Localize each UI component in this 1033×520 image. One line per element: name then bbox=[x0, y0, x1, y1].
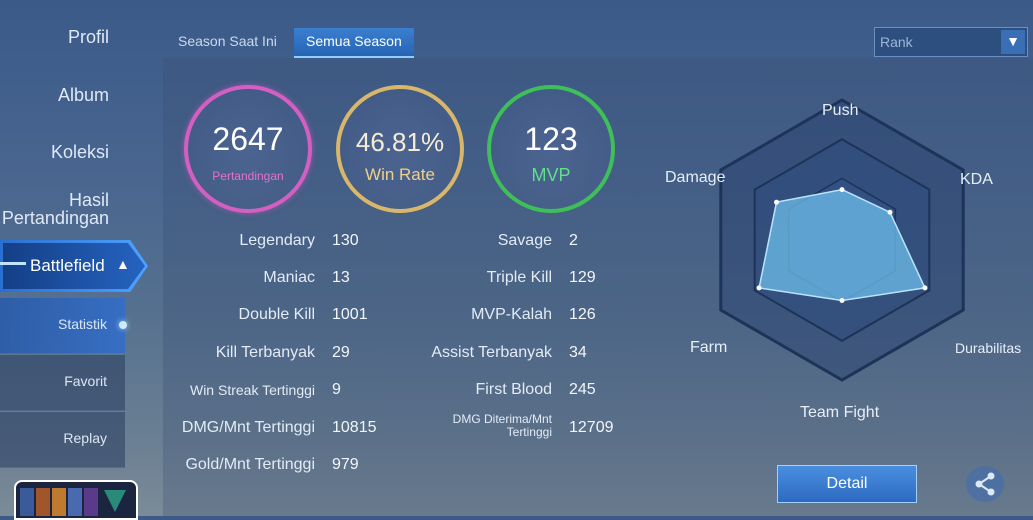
subitem-label: Replay bbox=[63, 430, 107, 446]
stat-label: Savage bbox=[497, 232, 552, 249]
mvp-label: MVP bbox=[531, 165, 571, 185]
stat-value: 245 bbox=[569, 381, 596, 398]
matches-circle: 2647 Pertandingan bbox=[184, 85, 312, 213]
chevron-down-icon: ▼ bbox=[1001, 30, 1025, 54]
radar-label-farm: Farm bbox=[690, 339, 728, 356]
stat-label-line: Tertinggi bbox=[506, 425, 552, 439]
winrate-circle: 46.81% Win Rate bbox=[336, 85, 464, 213]
sidebar-item-label: Profil bbox=[67, 27, 109, 47]
stat-value: 10815 bbox=[332, 419, 377, 436]
stat-value: 130 bbox=[332, 232, 359, 249]
sidebar-item-label: Hasil bbox=[68, 190, 109, 210]
stat-label: Double Kill bbox=[238, 306, 315, 323]
subitem-statistik[interactable]: Statistik bbox=[0, 298, 127, 354]
subitem-favorit[interactable]: Favorit bbox=[0, 355, 125, 411]
chevron-up-icon: ▲ bbox=[116, 256, 130, 272]
stat-label-line: DMG Diterima/Mnt bbox=[452, 412, 552, 426]
radar-chart bbox=[719, 98, 965, 382]
stat-value: 1001 bbox=[332, 306, 368, 323]
sidebar-item-label: Album bbox=[57, 85, 109, 105]
radar-point-farm bbox=[756, 285, 762, 291]
matches-label: Pertandingan bbox=[212, 169, 284, 183]
tab-season-saat-ini[interactable]: Season Saat Ini bbox=[178, 33, 277, 49]
radar-label-durability: Durabilitas bbox=[955, 340, 1022, 356]
stat-label: Legendary bbox=[239, 232, 315, 249]
winrate-value: 46.81% bbox=[355, 127, 445, 157]
radar-label-push: Push bbox=[822, 102, 859, 119]
share-icon bbox=[975, 472, 995, 496]
glow-line bbox=[0, 262, 26, 265]
subitem-replay[interactable]: Replay bbox=[0, 412, 125, 468]
sidebar-item-album[interactable]: Album bbox=[58, 85, 109, 106]
stat-value: 129 bbox=[569, 269, 596, 286]
stat-value: 34 bbox=[569, 344, 587, 361]
sidebar-item-profil[interactable]: Profil bbox=[68, 27, 109, 48]
sidebar-item-label: Battlefield bbox=[30, 256, 105, 275]
detail-button[interactable]: Detail bbox=[777, 465, 917, 503]
thumbnail-card bbox=[52, 488, 66, 516]
sidebar-item-battlefield[interactable]: Battlefield ▲ bbox=[0, 240, 148, 292]
subitem-label: Statistik bbox=[57, 316, 107, 332]
stat-label: Gold/Mnt Tertinggi bbox=[185, 456, 315, 473]
mode-select[interactable]: Rank ▼ bbox=[874, 27, 1028, 57]
thumbnail-card bbox=[84, 488, 98, 516]
stat-value: 9 bbox=[332, 381, 341, 398]
radar-label-teamfight: Team Fight bbox=[800, 404, 880, 421]
winrate-label: Win Rate bbox=[365, 165, 435, 184]
radar-point-push bbox=[839, 187, 845, 193]
thumbnail-card bbox=[68, 488, 82, 516]
radar-points bbox=[756, 187, 928, 303]
stat-value: 29 bbox=[332, 344, 350, 361]
active-dot-icon bbox=[119, 321, 127, 329]
stat-label: Assist Terbanyak bbox=[431, 344, 552, 361]
sidebar-item-hasil-pertandingan[interactable]: Hasil Pertandingan bbox=[2, 191, 109, 227]
matches-value: 2647 bbox=[212, 121, 284, 157]
stat-value: 2 bbox=[569, 232, 578, 249]
stat-label: Win Streak Tertinggi bbox=[189, 382, 315, 398]
stat-value: 12709 bbox=[569, 419, 614, 436]
stat-value: 979 bbox=[332, 456, 359, 473]
stat-label: First Blood bbox=[475, 381, 552, 398]
radar-point-teamfight bbox=[839, 297, 845, 303]
subitem-label: Favorit bbox=[64, 373, 107, 389]
stat-value: 13 bbox=[332, 269, 350, 286]
thumbnail-card bbox=[20, 488, 34, 516]
sidebar-item-koleksi[interactable]: Koleksi bbox=[51, 142, 109, 163]
mvp-value: 123 bbox=[524, 121, 578, 157]
radar-point-durability bbox=[922, 285, 928, 291]
sidebar: Profil Album Koleksi Hasil Pertandingan bbox=[0, 0, 125, 516]
radar-label-damage: Damage bbox=[665, 169, 726, 186]
share-button[interactable] bbox=[966, 466, 1004, 502]
emblem-icon bbox=[104, 490, 126, 512]
sidebar-item-label: Pertandingan bbox=[1, 208, 109, 228]
mvp-circle: 123 MVP bbox=[487, 85, 615, 213]
stat-label: MVP-Kalah bbox=[471, 306, 552, 323]
stat-label: Maniac bbox=[263, 269, 315, 286]
sidebar-item-label: Koleksi bbox=[50, 142, 109, 162]
thumbnail-card bbox=[36, 488, 50, 516]
radar-point-damage bbox=[774, 199, 780, 205]
stat-label: Kill Terbanyak bbox=[215, 344, 315, 361]
stat-label: DMG Diterima/Mnt Tertinggi bbox=[453, 413, 552, 439]
stat-label: DMG/Mnt Tertinggi bbox=[181, 419, 315, 436]
mode-select-value: Rank bbox=[880, 34, 913, 50]
radar-point-kda bbox=[887, 209, 893, 215]
battlefield-highlight bbox=[3, 243, 145, 289]
radar-label-kda: KDA bbox=[960, 171, 993, 188]
stat-label: Triple Kill bbox=[486, 269, 552, 286]
replay-thumbnail[interactable] bbox=[14, 480, 138, 520]
tab-semua-season[interactable]: Semua Season bbox=[294, 28, 414, 58]
stat-value: 126 bbox=[569, 306, 596, 323]
